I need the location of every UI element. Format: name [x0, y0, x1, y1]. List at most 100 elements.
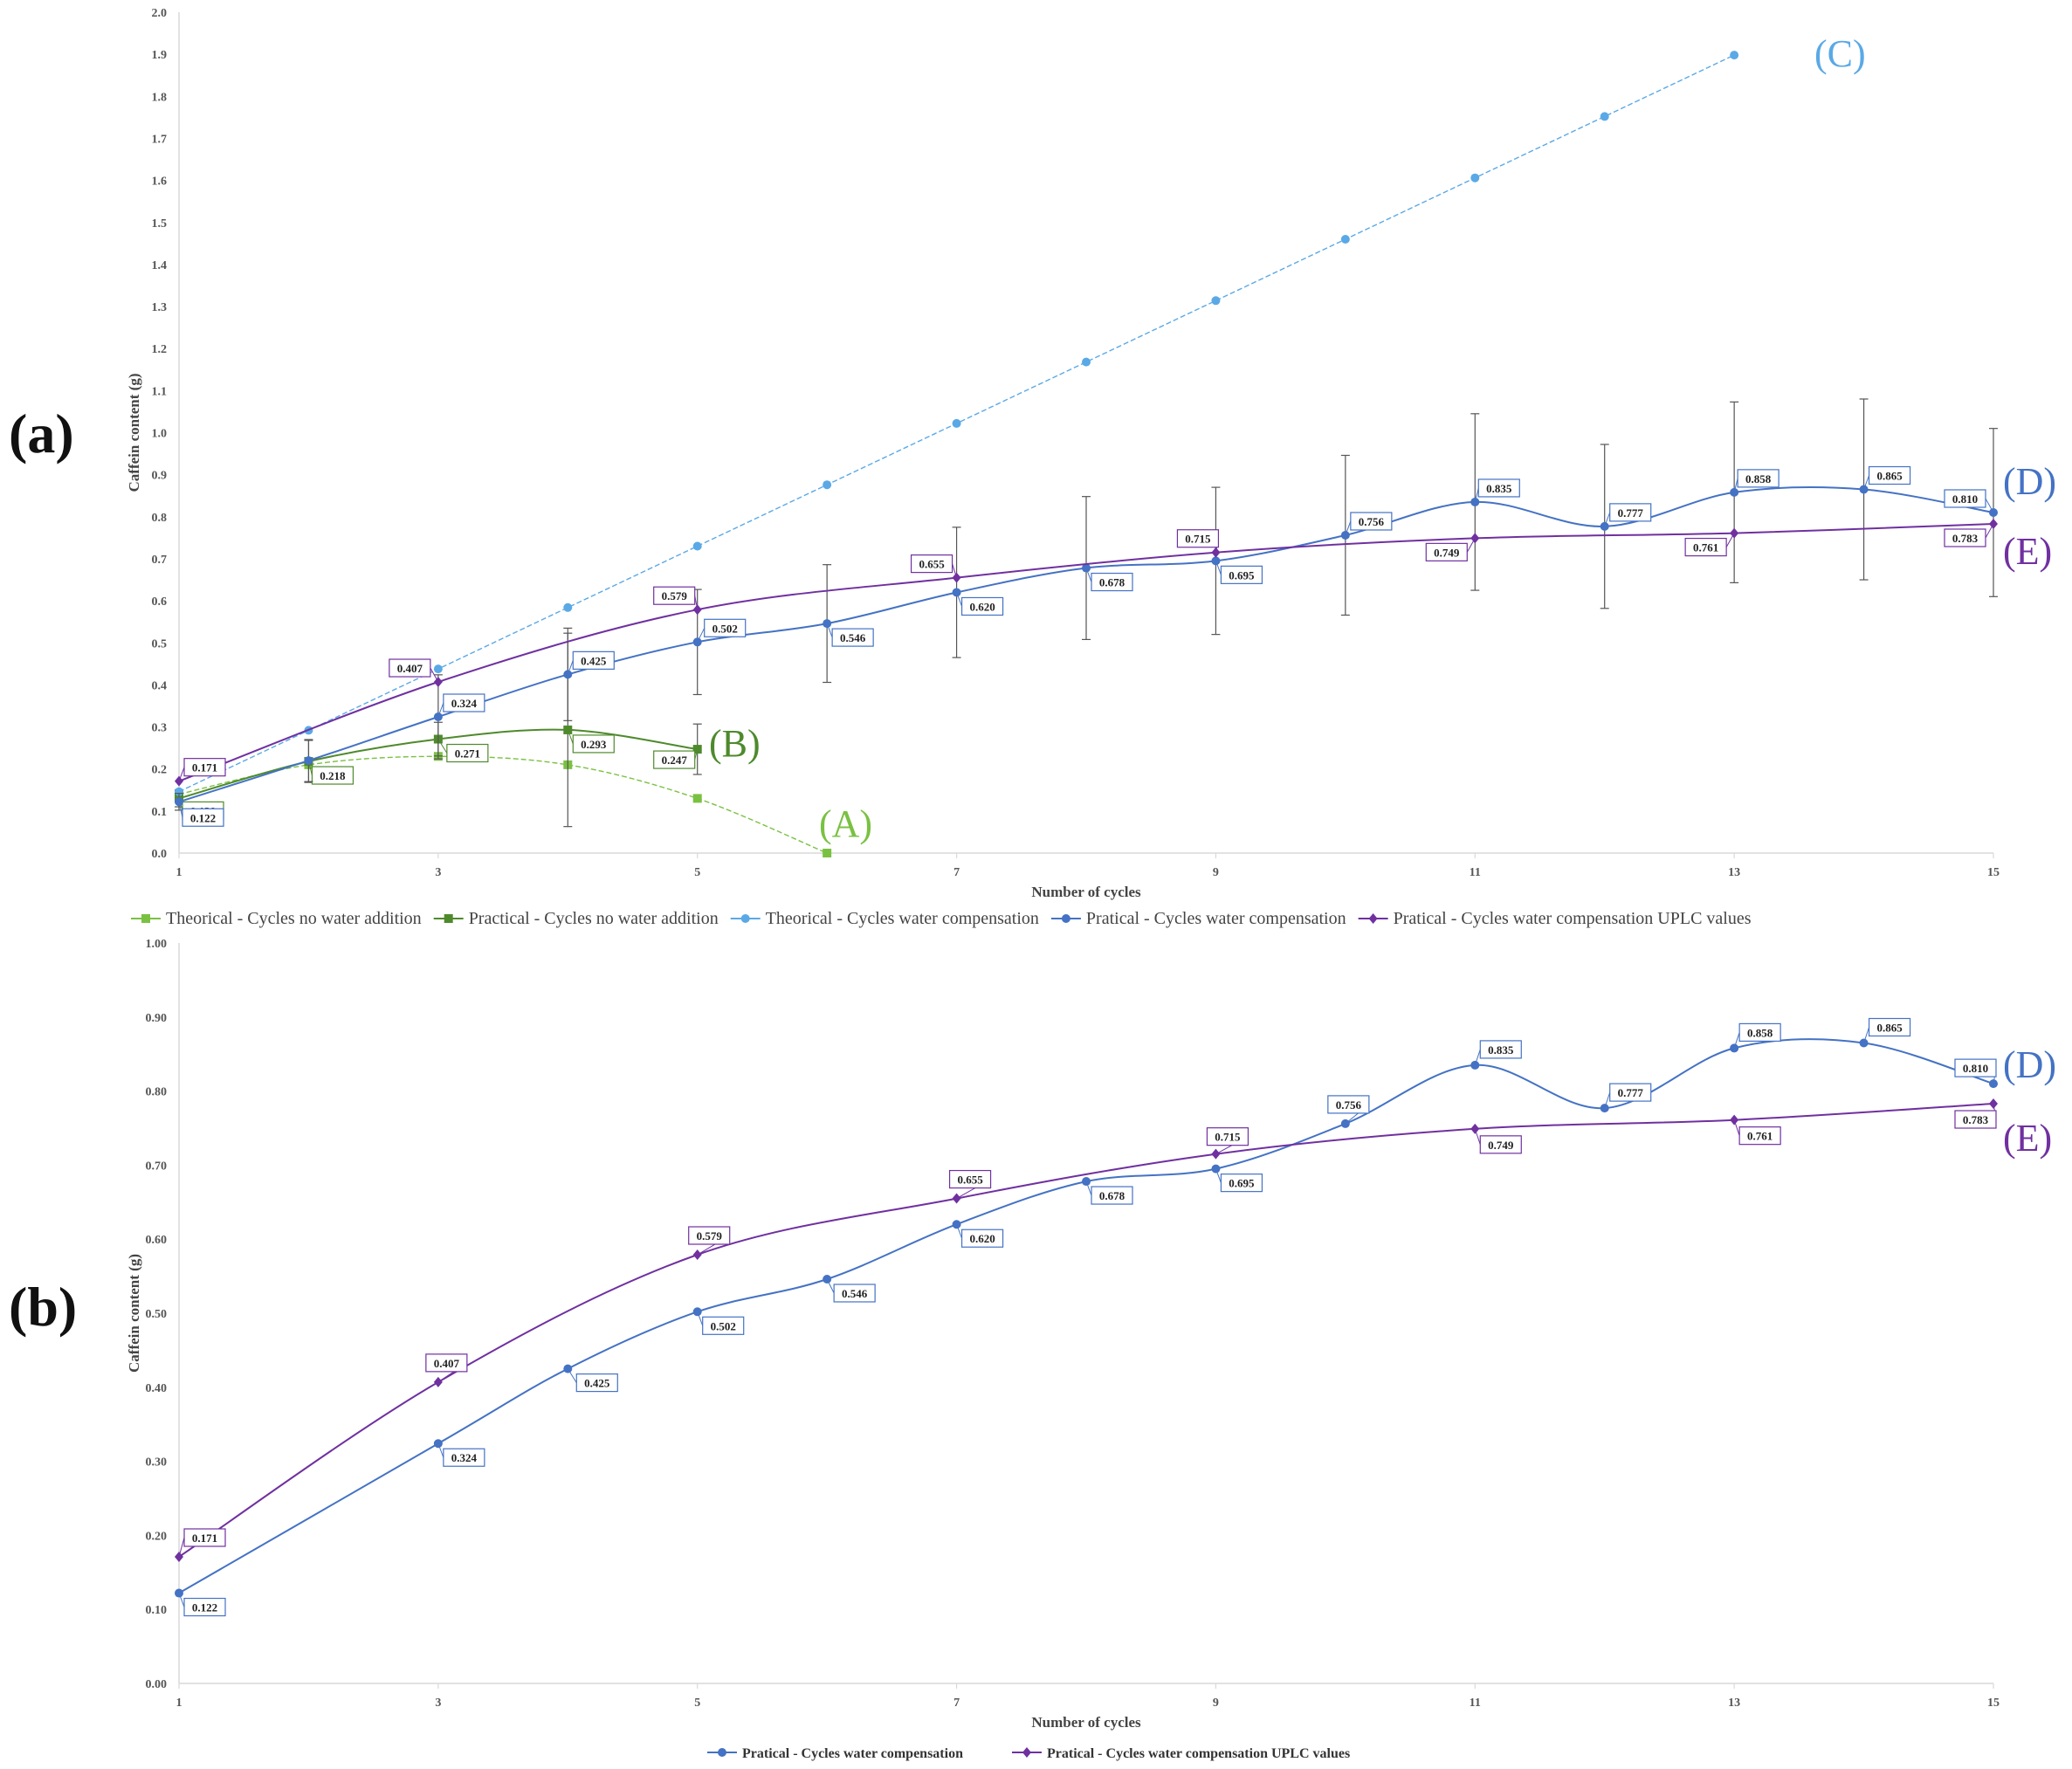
data-label-leader [430, 667, 439, 683]
data-label-box [1684, 537, 1727, 557]
data-label-box [1206, 1127, 1249, 1146]
data-label-leader [1604, 512, 1611, 527]
data-label-leader [1215, 1168, 1222, 1183]
data-label: 0.218 [320, 769, 346, 782]
y-tick-label: 0.70 [146, 1160, 168, 1173]
y-tick-label: 2.0 [152, 7, 168, 20]
data-label: 0.271 [455, 747, 480, 761]
data-label-box [1868, 1017, 1911, 1037]
data-label: 0.122 [190, 811, 216, 824]
y-tick-label: 1.7 [152, 133, 168, 146]
data-label-box [1220, 565, 1263, 584]
x-tick-label: 13 [1728, 1697, 1740, 1710]
data-label: 0.715 [1215, 1131, 1241, 1144]
data-label: 0.579 [697, 1229, 723, 1242]
y-tick-label: 0.1 [152, 806, 168, 819]
chart-a: 0.0 0.1 0.2 0.3 0.4 0.5 0.6 0.7 0.8 0.9 1.0 1.1 1.2 1… [126, 7, 2056, 928]
series-line-prac_comp [178, 1038, 1994, 1594]
data-label-box [702, 1316, 745, 1335]
data-label-leader [1466, 538, 1476, 553]
data-label-box [183, 1597, 226, 1617]
series-prac_comp: 0.122 0.324 0.425 0.502 0.546 0.620 0.678 0.695… [175, 398, 2056, 827]
data-label-leader [437, 702, 444, 718]
legend: Theorical - Cycles no water addition Prac… [131, 909, 1752, 928]
data-label: 0.546 [842, 1287, 868, 1300]
data-point-theo_no_water [823, 849, 832, 857]
legend-item: Theorical - Cycles no water addition [131, 909, 422, 928]
data-label: 0.655 [957, 1174, 983, 1187]
data-label-box [948, 1169, 992, 1189]
data-label-box [443, 693, 485, 712]
series-uplc: 0.171 0.407 0.579 0.655 0.715 0.749 0.761 0.783… [175, 1098, 2052, 1562]
data-label: 0.247 [662, 754, 688, 767]
y-tick-label: 0.5 [152, 637, 168, 650]
data-point-theo_comp [1730, 51, 1739, 60]
y-tick-label: 1.8 [152, 91, 168, 104]
data-label-leader [1474, 487, 1479, 503]
curve-tag-uplc: (E) [2003, 1117, 2052, 1160]
data-label-box [1479, 1135, 1522, 1154]
data-label: 0.865 [1876, 470, 1903, 483]
data-label-box [1220, 1174, 1263, 1193]
data-label-leader [1474, 1049, 1481, 1066]
data-label-box [831, 628, 874, 647]
data-label: 0.810 [1952, 492, 1978, 506]
data-label-box [1479, 1040, 1522, 1059]
data-label-box [1350, 512, 1393, 531]
panel-letter: (b) [9, 1276, 77, 1338]
data-label-box [1944, 489, 1986, 508]
data-label-box [1954, 1058, 1997, 1077]
x-tick-label: 9 [1213, 1697, 1219, 1710]
data-label: 0.715 [1185, 533, 1211, 546]
legend-marker [141, 914, 150, 923]
x-tick-label: 5 [694, 1697, 700, 1710]
data-label-leader [697, 628, 706, 643]
curve-tag-prac_no_water: (B) [709, 722, 761, 765]
data-label-box [1954, 1110, 1997, 1129]
data-label-box [1944, 528, 1986, 547]
data-label-box [960, 1229, 1004, 1248]
data-label-box [425, 1353, 468, 1373]
data-label-box [575, 1373, 618, 1393]
data-label-box [1609, 1083, 1652, 1102]
y-axis-title: Caffein content (g) [126, 374, 142, 492]
y-tick-label: 1.3 [152, 301, 168, 314]
data-label: 0.749 [1488, 1139, 1514, 1152]
x-tick-label: 3 [435, 1697, 441, 1710]
y-tick-label: 1.9 [152, 49, 168, 62]
x-tick-label: 9 [1213, 866, 1219, 879]
data-label: 0.546 [840, 631, 866, 644]
data-label: 0.407 [397, 662, 423, 675]
data-label-leader [1474, 1128, 1481, 1146]
data-label-leader [1085, 568, 1092, 582]
data-label-box [1176, 529, 1220, 548]
data-label: 0.783 [1952, 532, 1979, 545]
curve-tag-theo_no_water: (A) [819, 802, 872, 845]
data-label: 0.756 [1359, 515, 1385, 528]
series-prac_comp: 0.122 0.324 0.425 0.502 0.546 0.620 0.678 0.695… [175, 1017, 2056, 1617]
x-tick-label: 7 [953, 866, 960, 879]
data-label: 0.865 [1876, 1021, 1903, 1034]
data-label-leader [1215, 561, 1222, 575]
x-axis-title: Number of cycles [1031, 884, 1141, 900]
data-label-leader [956, 592, 963, 607]
y-tick-label: 1.2 [152, 343, 168, 356]
data-label-leader [1733, 1119, 1740, 1136]
data-label-box [1327, 1095, 1370, 1114]
y-tick-label: 0.60 [146, 1234, 168, 1247]
data-label-box [1425, 542, 1468, 561]
series-theo_comp: (C) [175, 32, 1866, 796]
series-theo_no_water: (A) [175, 752, 872, 857]
data-label-leader [1863, 1027, 1870, 1043]
legend: Pratical - Cycles water compensation Prat… [707, 1746, 1350, 1761]
legend-marker [1368, 913, 1378, 924]
data-label: 0.324 [451, 1451, 478, 1464]
data-point-theo_comp [1340, 235, 1350, 244]
data-label-box [1091, 572, 1133, 592]
legend-marker [1022, 1747, 1031, 1758]
data-label-leader [1733, 1032, 1740, 1049]
data-point-theo_comp [1211, 296, 1221, 306]
y-tick-label: 0.10 [146, 1604, 168, 1617]
legend-label: Practical - Cycles no water addition [469, 909, 719, 928]
